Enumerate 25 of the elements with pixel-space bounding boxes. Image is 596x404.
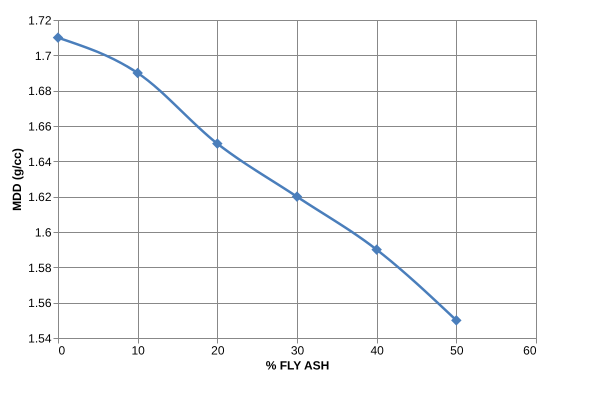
x-tick-label: 10 [131, 344, 146, 358]
y-tick-label: 1.72 [28, 14, 52, 28]
point [292, 191, 302, 202]
point [451, 315, 462, 326]
y-tick-label: 1.66 [28, 120, 52, 134]
y-tick-label: 1.56 [28, 296, 52, 310]
point [371, 244, 382, 255]
y-tick-label: 1.64 [28, 154, 52, 169]
x-tick-label: 0 [58, 344, 66, 358]
y-tick-label: 1.68 [28, 84, 52, 98]
x-tick-label: 30 [290, 344, 304, 358]
x-tick-label: 20 [211, 344, 225, 358]
point [212, 138, 223, 149]
y-tick-label: 1.6 [34, 226, 52, 240]
y-tick-label: 1.62 [28, 190, 52, 204]
y-tick-label: 1.7 [34, 48, 52, 63]
x-tick-label: 50 [450, 344, 464, 358]
x-tick-label: 60 [523, 344, 537, 358]
point [132, 68, 143, 78]
y-tick-label: 1.58 [28, 260, 52, 275]
point [52, 32, 64, 43]
x-axis-title: % FLY ASH [266, 358, 330, 372]
x-tick-label: 40 [370, 344, 384, 358]
y-axis-title: MDD (g/cc) [10, 148, 24, 211]
y-tick-label: 1.54 [28, 332, 52, 346]
